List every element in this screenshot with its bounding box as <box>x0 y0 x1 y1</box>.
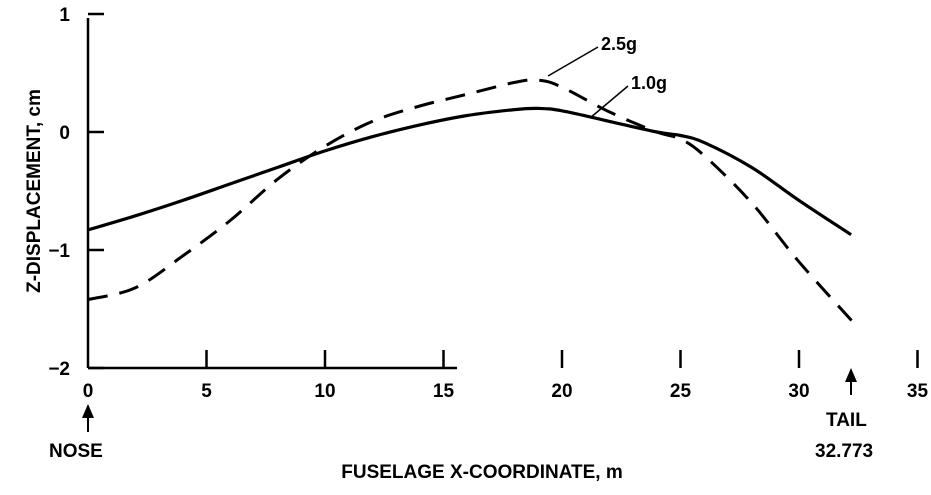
y-tick-label: −2 <box>48 359 70 380</box>
x-tick-label: 30 <box>788 381 809 402</box>
x-tick-label: 20 <box>551 381 572 402</box>
x-axis-title: FUSELAGE X-COORDINATE, m <box>341 462 623 483</box>
tail-label: TAIL <box>826 410 867 431</box>
series-label-1-0g: 1.0g <box>631 73 667 93</box>
x-tick-label: 35 <box>907 381 929 402</box>
x-tick-label: 25 <box>670 381 692 402</box>
x-tick-label: 5 <box>201 381 212 402</box>
series-line-2-5g <box>87 78 860 329</box>
x-tick-label: 15 <box>433 381 455 402</box>
nose-marker <box>82 404 94 432</box>
x-tick-label: 10 <box>314 381 335 402</box>
series-line-1-0g <box>87 106 852 237</box>
nose-label: NOSE <box>49 441 103 462</box>
series-label-2-5g: 2.5g <box>601 34 637 54</box>
y-tick-label: 1 <box>59 5 70 26</box>
tail-marker <box>845 368 857 395</box>
tail-value: 32.773 <box>815 441 873 462</box>
x-tick-label: 0 <box>83 381 94 402</box>
y-tick-label: −1 <box>48 241 70 262</box>
y-axis-title: Z-DISPLACEMENT, cm <box>24 89 45 293</box>
x-ticks: 0 5 10 15 20 25 30 35 <box>83 350 929 402</box>
y-tick-label: 0 <box>59 123 70 144</box>
label-leader-2-5g <box>547 46 599 77</box>
y-ticks: 1 0 −1 −2 <box>48 5 104 380</box>
label-leader-1-0g <box>589 85 629 119</box>
